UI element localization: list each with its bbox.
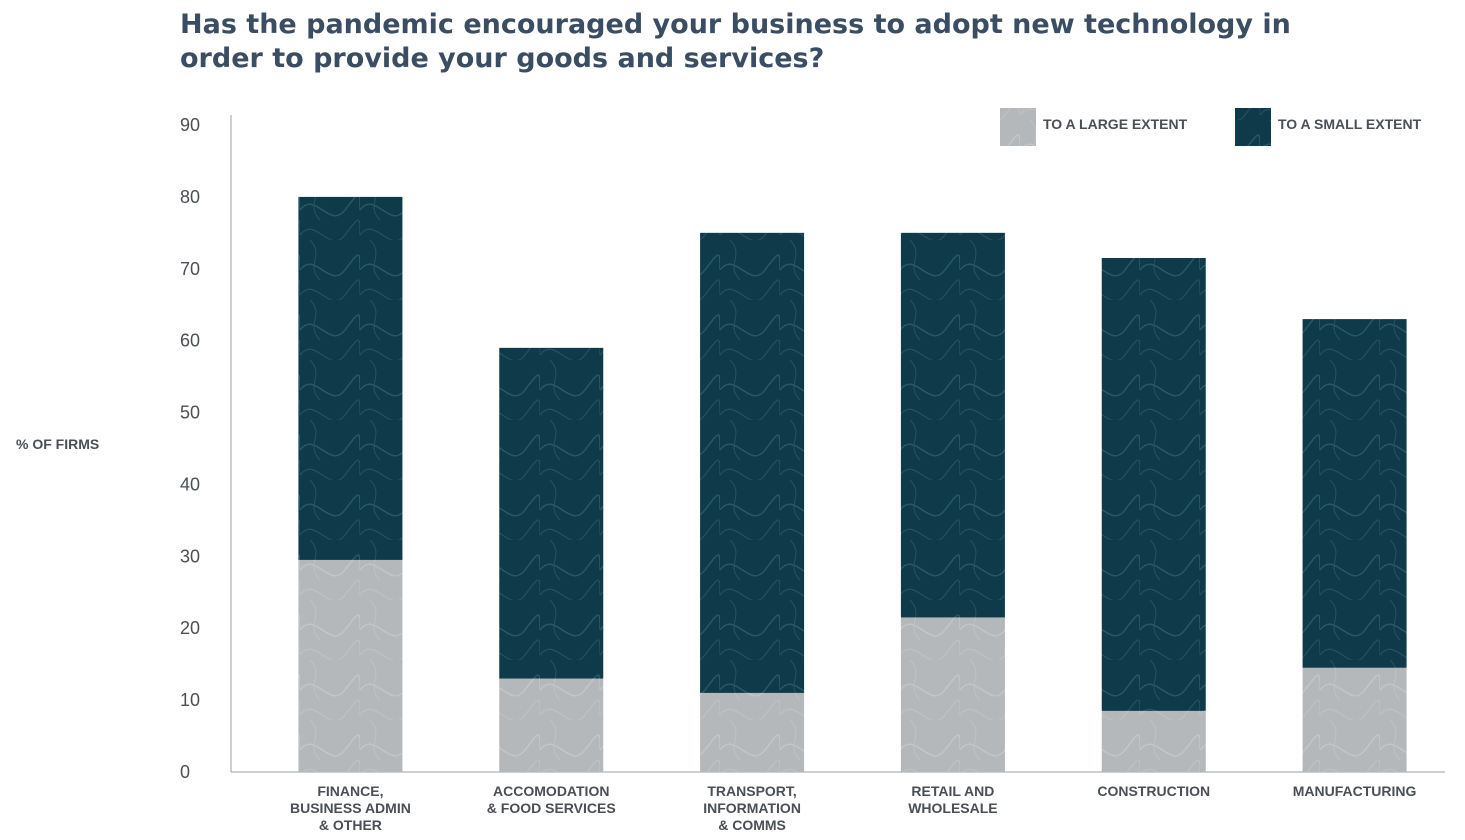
legend-label-large-extent: TO A LARGE EXTENT (1043, 116, 1188, 132)
bar-large-extent-3 (900, 617, 1005, 772)
y-tick-label: 40 (180, 474, 200, 494)
x-tick-label: CONSTRUCTION (1097, 783, 1210, 799)
legend-label-small-extent: TO A SMALL EXTENT (1278, 116, 1422, 132)
chart-title-line-1: Has the pandemic encouraged your busines… (180, 9, 1291, 40)
bar-large-extent-2 (700, 692, 805, 772)
legend-swatch-large-extent (1000, 108, 1036, 146)
x-tick-label: MANUFACTURING (1293, 783, 1417, 799)
y-tick-label: 80 (180, 187, 200, 207)
y-tick-label: 50 (180, 403, 200, 423)
x-tick-label: BUSINESS ADMIN (290, 800, 411, 816)
bar-small-extent-1 (499, 347, 604, 679)
y-tick-label: 10 (180, 690, 200, 710)
y-tick-label: 90 (180, 115, 200, 135)
x-tick-label: FINANCE, (317, 783, 383, 799)
x-tick-label: & FOOD SERVICES (487, 800, 616, 816)
bar-large-extent-0 (298, 559, 403, 772)
bar-small-extent-2 (700, 232, 805, 693)
y-tick-label: 0 (180, 762, 190, 782)
bar-small-extent-0 (298, 196, 403, 560)
x-tick-label: RETAIL AND (911, 783, 994, 799)
x-tick-label: INFORMATION (703, 800, 801, 816)
bar-large-extent-1 (499, 678, 604, 772)
x-tick-label: & OTHER (319, 817, 382, 833)
y-axis-label: % OF FIRMS (16, 436, 99, 452)
legend-swatch-small-extent (1235, 108, 1271, 146)
x-tick-label: & COMMS (718, 817, 786, 833)
x-tick-label: TRANSPORT, (707, 783, 796, 799)
x-tick-label: ACCOMODATION (493, 783, 609, 799)
y-tick-label: 70 (180, 259, 200, 279)
y-tick-label: 60 (180, 331, 200, 351)
bar-marks: 0 10 20 30 40 50 60 70 80 90 % OF FIRMS FINANCE,BUS… (16, 108, 1445, 833)
chart-title-line-2: order to provide your goods and services… (180, 43, 825, 74)
bar-small-extent-4 (1101, 257, 1206, 711)
chart-title: Has the pandemic encouraged your busines… (180, 8, 1380, 76)
x-tick-label: WHOLESALE (908, 800, 997, 816)
bar-large-extent-4 (1101, 710, 1206, 772)
bar-small-extent-3 (900, 232, 1005, 618)
y-tick-label: 20 (180, 618, 200, 638)
bar-large-extent-5 (1302, 667, 1407, 772)
y-tick-label: 30 (180, 546, 200, 566)
bar-small-extent-5 (1302, 319, 1407, 668)
